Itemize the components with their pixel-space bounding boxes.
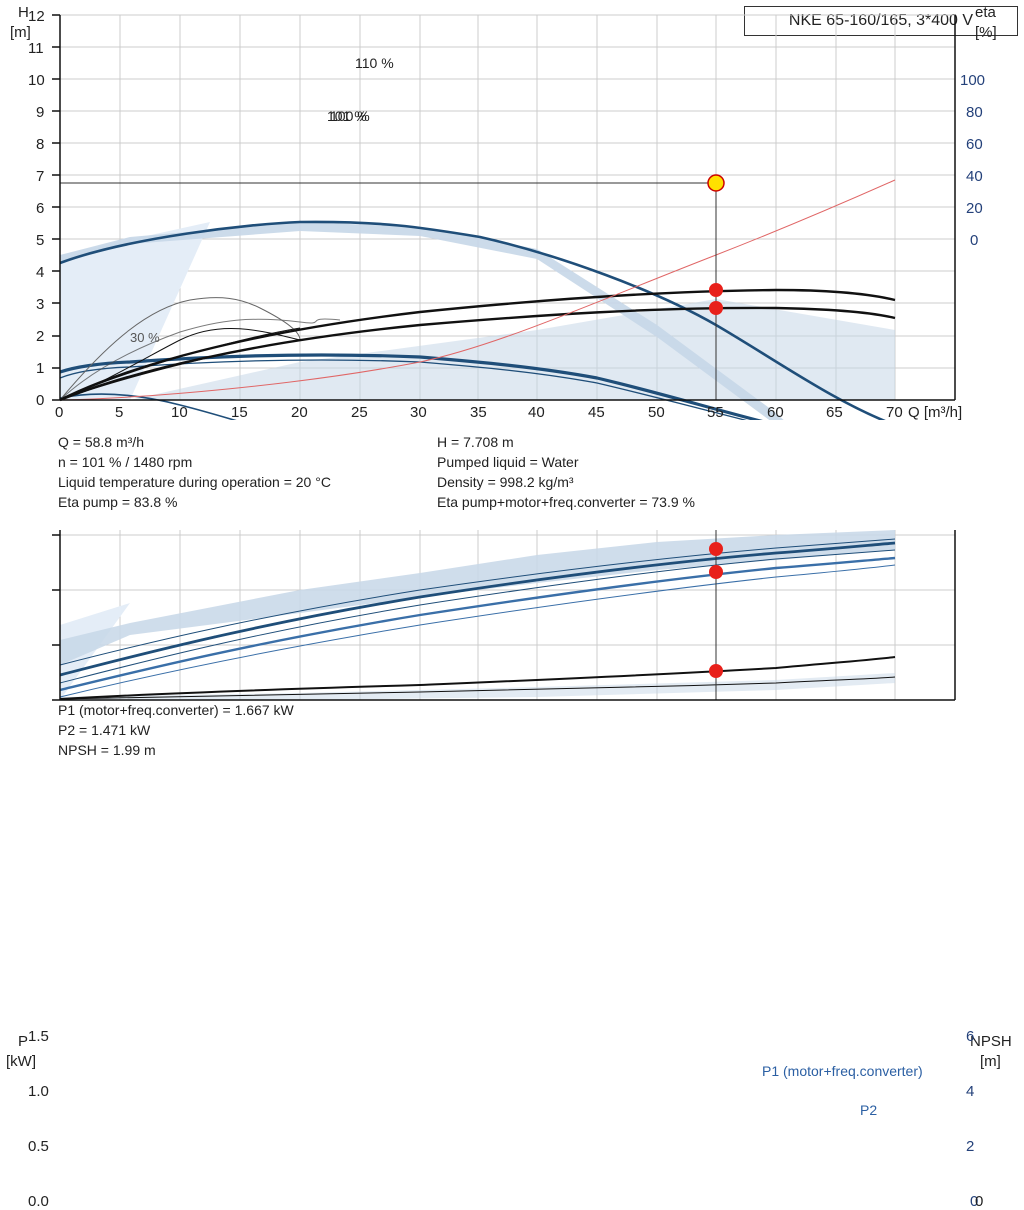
top-chart-container: NKE 65-160/165, 3*400 V H [m] eta [%] [0,0,1024,420]
q-axis-label: Q [m³/h] [908,404,962,421]
top-info-left-block: Q = 58.8 m³/h n = 101 % / 1480 rpm Liqui… [58,432,331,512]
curve-label-101pct: 101 % [327,108,367,124]
curve-label-110pct: 110 % [355,55,394,71]
top-info-right-block: H = 7.708 m Pumped liquid = Water Densit… [437,432,695,512]
npsh-axis-label: NPSH [970,1033,1012,1050]
npsh-duty-marker[interactable] [709,664,723,678]
p-axis-label: P [18,1033,28,1050]
p1-duty-marker[interactable] [709,542,723,556]
low-flow-light-region [60,222,210,400]
top-chart-svg [0,0,1024,420]
curve-label-30pct: 30 % [130,330,160,345]
bottom-x-zero-right: 0 [975,1193,983,1210]
p-axis-unit-label: [kW] [6,1053,36,1070]
eta-pump-marker[interactable] [709,283,723,297]
left-axis-ticks [52,15,60,400]
duty-point-marker[interactable] [708,175,724,191]
p1-legend-label: P1 (motor+freq.converter) [762,1063,923,1079]
eta-system-marker[interactable] [709,301,723,315]
npsh-axis-unit-label: [m] [980,1053,1001,1070]
p2-duty-marker[interactable] [709,565,723,579]
bottom-info-block: P1 (motor+freq.converter) = 1.667 kW P2 … [58,700,294,760]
bottom-left-axis-ticks [52,535,60,700]
p2-legend-label: P2 [860,1102,877,1118]
